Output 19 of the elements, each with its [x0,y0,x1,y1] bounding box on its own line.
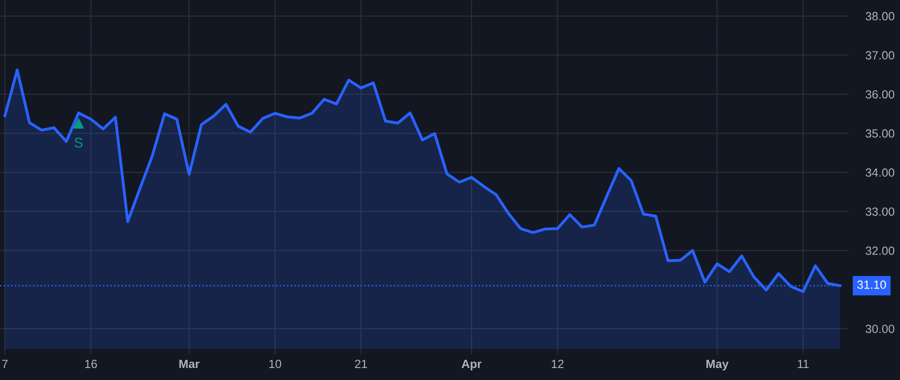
x-tick-label: 21 [355,360,368,368]
y-tick-label: 38.00 [866,12,894,20]
x-tick-label: Apr [462,360,482,370]
x-tick-label: 12 [552,360,564,368]
data-label: S [74,138,83,148]
y-tick-label: 35.00 [866,129,894,138]
y-tick-label: 32.00 [866,246,894,255]
x-tick-label: 16 [85,360,97,368]
y-tick-label: 30.00 [866,324,894,334]
x-tick-label: Mar [179,360,200,368]
x-tick-label: 10 [269,360,282,368]
y-tick-label: 33.00 [866,207,894,216]
x-tick-label: May [706,360,729,370]
ref-line-label: 31.10 [857,280,886,289]
x-tick-label: 7 [2,360,8,368]
y-tick-label: 37.00 [866,51,894,60]
y-tick-label: 36.00 [866,90,894,99]
x-tick-label: 11 [798,360,809,368]
y-tick-label: 34.00 [866,168,894,177]
